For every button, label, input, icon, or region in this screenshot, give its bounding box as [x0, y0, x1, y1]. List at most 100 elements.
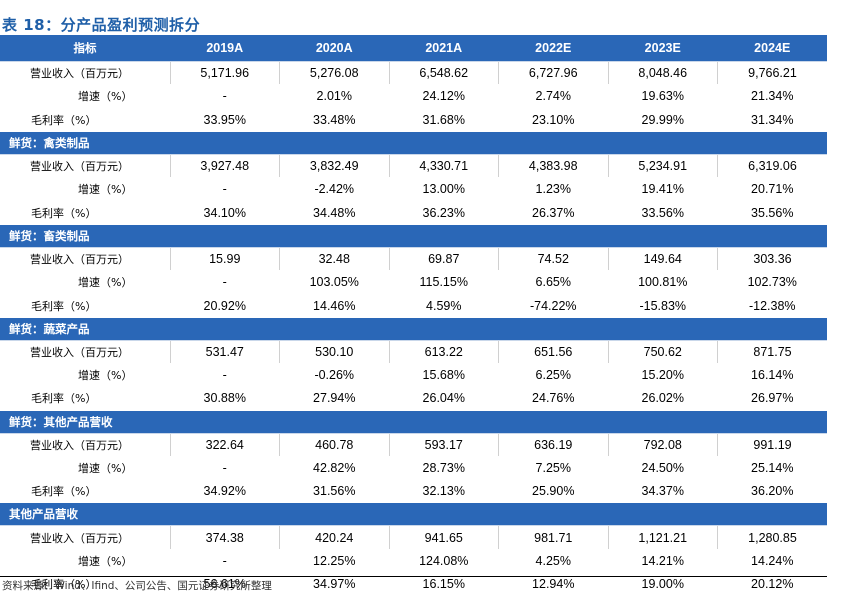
value-cell: 6.65%	[498, 270, 608, 295]
row-label: 毛利率（%）	[0, 386, 170, 411]
table-row-gross-margin: 毛利率（%） 34.10% 34.48% 36.23% 26.37% 33.56% 35.5…	[0, 200, 827, 225]
value-cell: 19.00%	[608, 572, 718, 597]
header-cell-year: 2024E	[717, 35, 827, 62]
row-label: 营业收入（百万元）	[0, 525, 170, 550]
value-cell: 124.08%	[389, 549, 499, 574]
value-cell: 460.78	[279, 432, 389, 457]
value-cell: 1,121.21	[607, 525, 718, 550]
table-row-revenue: 营业收入（百万元） 531.47 530.10 613.22 651.56 750.62 8…	[0, 339, 827, 364]
value-cell: 4,330.71	[388, 153, 499, 179]
header-row: 指标 2019A 2020A 2021A 2022E 2023E 2024E	[0, 35, 827, 62]
value-cell: 1.23%	[498, 177, 608, 202]
value-cell: 35.56%	[717, 200, 827, 225]
header-cell-indicator: 指标	[0, 35, 170, 62]
value-cell: 7.25%	[498, 456, 608, 481]
table-row-gross-margin: 毛利率（%） 20.92% 14.46% 4.59% -74.22% -15.83% -12…	[0, 293, 827, 318]
table-row-revenue: 营业收入（百万元） 15.99 32.48 69.87 74.52 149.64 303.3…	[0, 246, 827, 272]
value-cell: 5,234.91	[607, 153, 718, 179]
row-label: 增速（%）	[0, 177, 170, 202]
value-cell: 19.63%	[608, 84, 718, 109]
value-cell: -	[170, 549, 280, 574]
forecast-table-container: 指标 2019A 2020A 2021A 2022E 2023E 2024E 营…	[0, 35, 827, 597]
value-cell: 20.12%	[717, 572, 827, 597]
table-row-gross-margin: 毛利率（%） 33.95% 33.48% 31.68% 23.10% 29.99% 31.3…	[0, 108, 827, 132]
header-cell-year: 2022E	[498, 35, 608, 62]
value-cell: 36.20%	[717, 479, 827, 504]
value-cell: 26.97%	[717, 386, 827, 411]
value-cell: 531.47	[169, 339, 280, 364]
value-cell: 34.37%	[608, 479, 718, 504]
section-header-row: 鲜货：畜类制品	[0, 224, 827, 248]
value-cell: 115.15%	[389, 270, 499, 295]
value-cell: 26.04%	[389, 386, 499, 411]
value-cell: 21.34%	[717, 84, 827, 109]
value-cell: 941.65	[388, 525, 499, 550]
section-header-row: 鲜货：禽类制品	[0, 131, 827, 155]
value-cell: 31.34%	[717, 108, 827, 132]
table-row-revenue: 营业收入（百万元） 374.38 420.24 941.65 981.71 1,121.2…	[0, 525, 827, 550]
row-label: 毛利率（%）	[0, 200, 170, 225]
value-cell: 69.87	[388, 246, 499, 272]
row-label: 增速（%）	[0, 84, 170, 109]
value-cell: 31.68%	[389, 108, 499, 132]
value-cell: 15.99	[169, 246, 280, 272]
row-label: 增速（%）	[0, 549, 170, 574]
row-label: 营业收入（百万元）	[0, 246, 170, 272]
value-cell: -	[170, 270, 280, 295]
table-row-gross-margin: 毛利率（%） 34.92% 31.56% 32.13% 25.90% 34.37% 36.2…	[0, 479, 827, 504]
section-header-row: 其他产品营收	[0, 502, 827, 526]
table-row-growth: 增速（%） -42.82% 28.73% 7.25% 24.50% 25.14%	[0, 456, 827, 481]
value-cell: 651.56	[498, 339, 608, 364]
value-cell: 25.90%	[498, 479, 608, 504]
value-cell: 33.56%	[608, 200, 718, 225]
value-cell: 5,171.96	[169, 60, 280, 86]
value-cell: 34.48%	[279, 200, 389, 225]
table-body: 营业收入（百万元） 5,171.96 5,276.08 6,548.62 6,727.9…	[0, 60, 827, 597]
section-title: 鲜货：畜类制品	[0, 224, 827, 248]
value-cell: 303.36	[717, 246, 827, 272]
table-row-growth: 增速（%） - -0.26% 15.68% 6.25% 15.20% 16.14%	[0, 363, 827, 388]
value-cell: 25.14%	[717, 456, 827, 481]
value-cell: 4,383.98	[498, 153, 608, 179]
value-cell: -	[170, 456, 280, 481]
value-cell: 33.95%	[170, 108, 280, 132]
value-cell: 149.64	[607, 246, 718, 272]
value-cell: 24.50%	[608, 456, 718, 481]
value-cell: 34.10%	[170, 200, 280, 225]
header-cell-year: 2020A	[279, 35, 389, 62]
table-row-gross-margin: 毛利率（%） 56.61% 34.97% 16.15% 12.94% 19.00% 20.1…	[0, 572, 827, 597]
value-cell: 26.02%	[608, 386, 718, 411]
value-cell: 420.24	[279, 525, 389, 550]
value-cell: 27.94%	[279, 386, 389, 411]
value-cell: 13.00%	[389, 177, 499, 202]
value-cell: 4.59%	[389, 293, 499, 318]
forecast-table: 指标 2019A 2020A 2021A 2022E 2023E 2024E 营…	[0, 35, 827, 597]
row-label: 营业收入（百万元）	[0, 60, 170, 86]
value-cell: 613.22	[388, 339, 499, 364]
value-cell: 15.20%	[608, 363, 718, 388]
value-cell: 4.25%	[498, 549, 608, 574]
table-header: 指标 2019A 2020A 2021A 2022E 2023E 2024E	[0, 35, 827, 62]
value-cell: 5,276.08	[279, 60, 389, 86]
row-label: 营业收入（百万元）	[0, 153, 170, 179]
value-cell: 3,832.49	[279, 153, 389, 179]
value-cell: -15.83%	[608, 293, 718, 318]
value-cell: 636.19	[498, 432, 608, 457]
section-header-row: 鲜货：蔬菜产品	[0, 317, 827, 341]
value-cell: 6.25%	[498, 363, 608, 388]
row-label: 毛利率（%）	[0, 572, 170, 597]
table-title: 表 18：分产品盈利预测拆分	[2, 16, 201, 34]
value-cell: 34.97%	[279, 572, 389, 597]
value-cell: 530.10	[279, 339, 389, 364]
table-row-revenue: 营业收入（百万元） 322.64 460.78 593.17 636.19 792.08 9…	[0, 432, 827, 457]
table-row-gross-margin: 毛利率（%） 30.88% 27.94% 26.04% 24.76% 26.02% 26.9…	[0, 386, 827, 411]
value-cell: 322.64	[169, 432, 280, 457]
value-cell: 103.05%	[279, 270, 389, 295]
value-cell: 871.75	[717, 339, 827, 364]
value-cell: 14.46%	[279, 293, 389, 318]
value-cell: 32.13%	[389, 479, 499, 504]
section-title: 鲜货：蔬菜产品	[0, 317, 827, 341]
value-cell: 16.15%	[389, 572, 499, 597]
value-cell: 20.71%	[717, 177, 827, 202]
row-label: 增速（%）	[0, 456, 170, 481]
